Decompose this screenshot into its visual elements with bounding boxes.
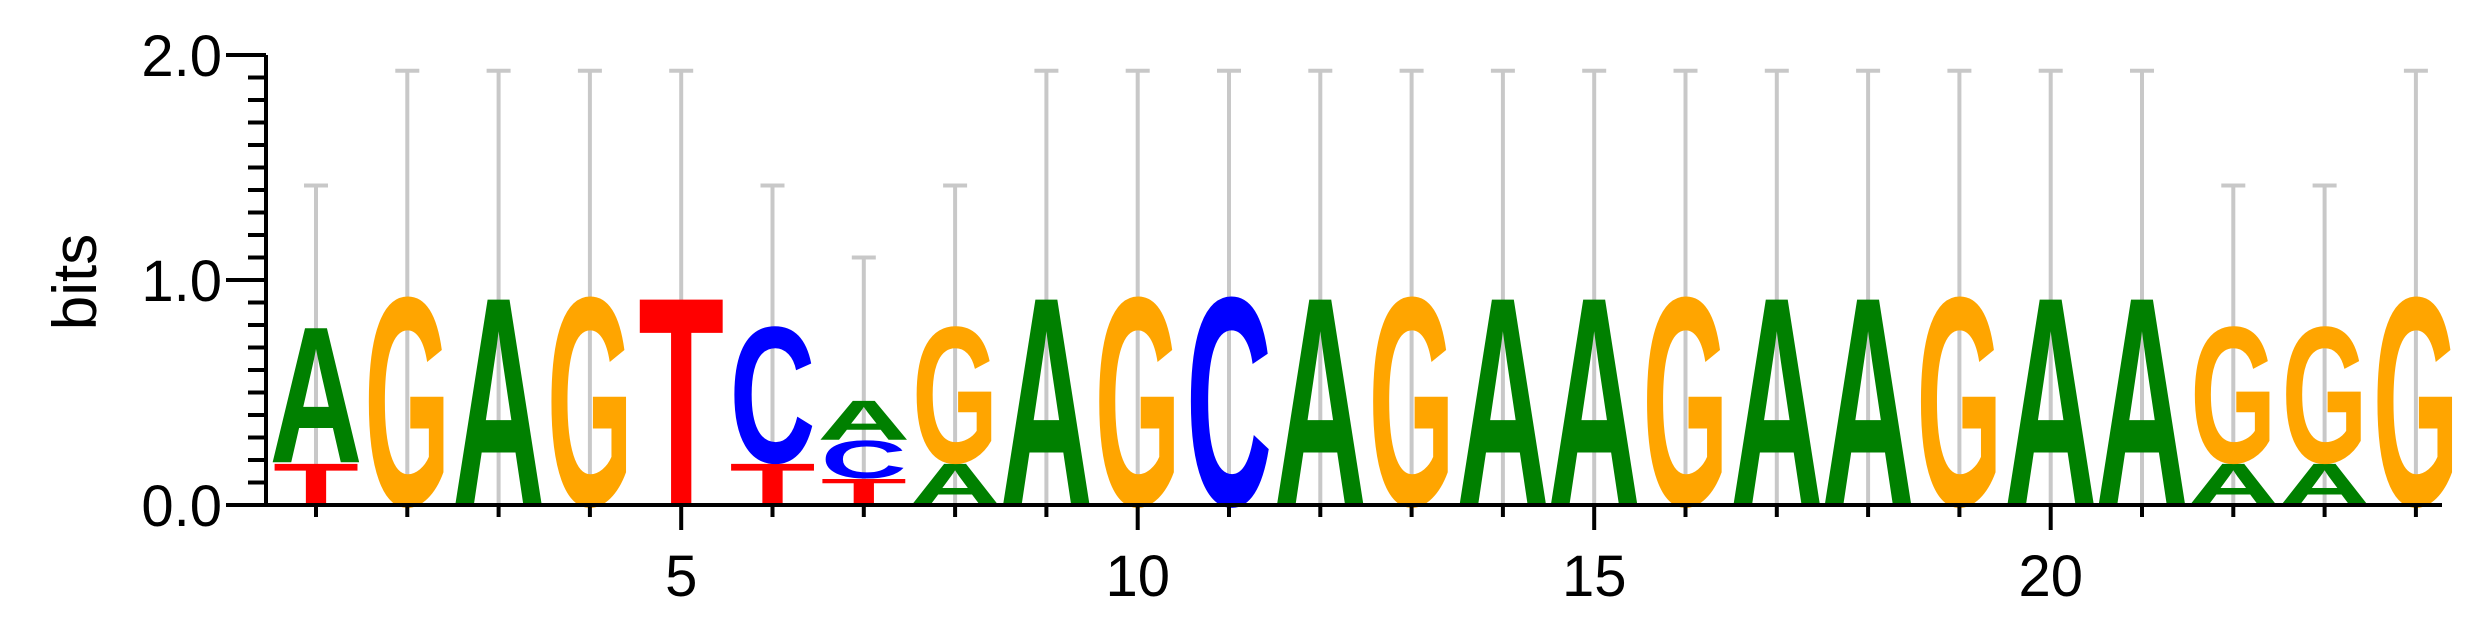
letter-A: A [1456,235,1549,569]
x-ticks: 5 10 15 20 [314,505,2418,609]
x-tick-label: 15 [1562,544,1627,609]
error-bar [760,183,785,505]
x-tick-label: 10 [1105,544,1170,609]
y-ticks: 0.0 1.0 2.0 [141,24,266,539]
error-bar [669,68,694,505]
y-tick-label: 2.0 [141,24,222,89]
y-tick-label: 1.0 [141,249,222,314]
letter-A: A [2095,235,2188,569]
letter-G: G [2373,234,2459,568]
x-tick-label: 5 [665,544,697,609]
letter-G: G [2282,286,2368,504]
letter-A: A [1000,235,1093,569]
error-bar [304,183,328,505]
letter-A: A [269,287,362,505]
error-bar [1582,68,1607,505]
error-bar [1490,68,1515,505]
letter-A: A [1730,235,1823,569]
letter-G: G [1916,234,2002,568]
error-bar [577,68,602,505]
error-bar [1673,68,1698,505]
letter-G: G [1369,234,1455,568]
error-bar [1034,68,1059,505]
error-bar [1856,68,1881,505]
letter-A: A [1274,235,1367,569]
error-bar [2312,183,2337,505]
y-tick-label: 0.0 [141,474,222,539]
letter-C: C [1186,236,1272,570]
error-bar [943,183,968,505]
letter-G: G [912,286,998,504]
error-bar [1764,68,1789,505]
error-bar [2038,68,2063,505]
letter-C: C [729,287,815,504]
error-bar [1947,68,1972,505]
letter-A: A [452,235,545,569]
error-bar [1125,68,1150,505]
letter-G: G [2190,286,2276,504]
letter-A: A [1822,235,1915,569]
error-bar [1217,68,1241,505]
error-bar [395,68,420,505]
error-bars [304,68,2428,505]
error-bar [2221,183,2246,505]
error-bar [486,68,511,505]
error-bar [2403,68,2428,505]
x-tick-label: 20 [2018,544,2083,609]
letter-A: A [817,389,910,452]
letter-G: G [364,234,450,568]
letter-C: C [821,429,907,489]
letter-G: G [547,234,633,568]
error-bar [2130,68,2154,505]
y-axis-label: bits [41,234,110,330]
error-bar [851,255,876,505]
error-bar [1308,68,1333,505]
letter-G: G [1643,234,1729,568]
error-bar [1399,68,1424,505]
